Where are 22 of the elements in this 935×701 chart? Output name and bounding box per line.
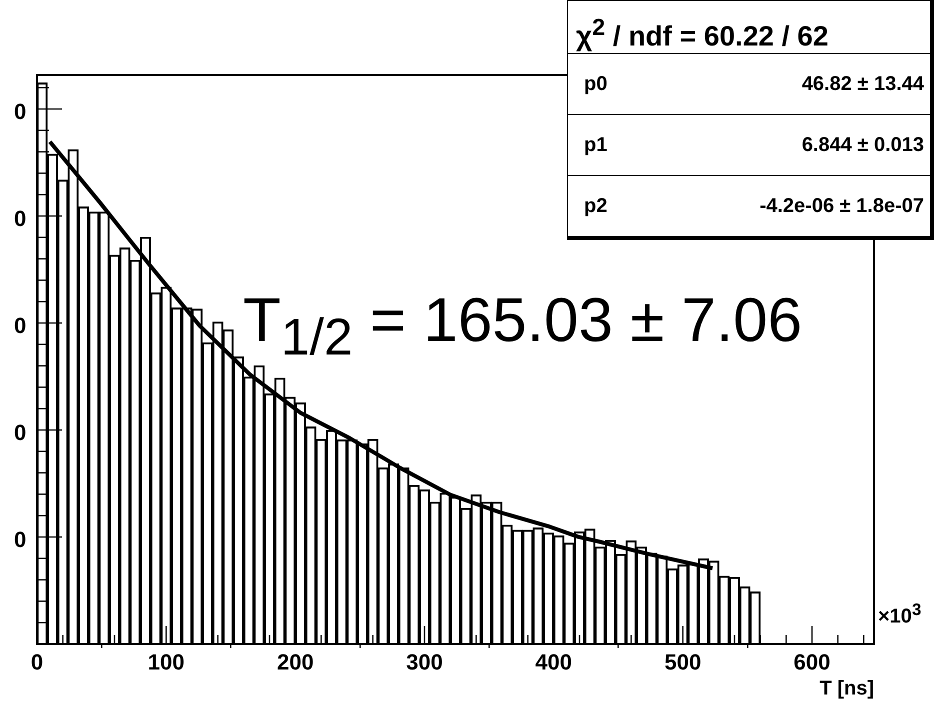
text: 0 [14, 420, 26, 446]
text: 0 [14, 206, 26, 232]
x-tick-label: 100 [148, 649, 185, 674]
x-axis-title: T [ns] [820, 678, 874, 700]
text: 0 [14, 527, 26, 553]
annotation: p1 [584, 134, 608, 156]
x-tick-label: 400 [535, 649, 572, 674]
text: 0 [14, 313, 26, 339]
annotation: T$_{1/2}$ = 165.03 ± 7.06 [243, 286, 802, 366]
x-tick-label: 200 [276, 649, 314, 674]
annotation: p2 [584, 194, 608, 218]
x-tick-label: 0 [30, 649, 44, 674]
text: ×10$^{3}$ [878, 600, 922, 629]
text: 0 [14, 99, 26, 125]
text: χ$^{2}$ / ndf = 60.22 / 62 [568, 1, 930, 54]
x-tick-label: 500 [664, 649, 702, 674]
annotation: -4.2e-06 ± 1.8e-07 [760, 194, 924, 218]
x-tick-label: 600 [794, 649, 830, 674]
annotation: 46.82 ± 13.44 [802, 72, 924, 96]
x-tick-label: 300 [406, 649, 443, 674]
annotation: p0 [584, 72, 608, 96]
annotation: 6.844 ± 0.013 [802, 134, 924, 156]
